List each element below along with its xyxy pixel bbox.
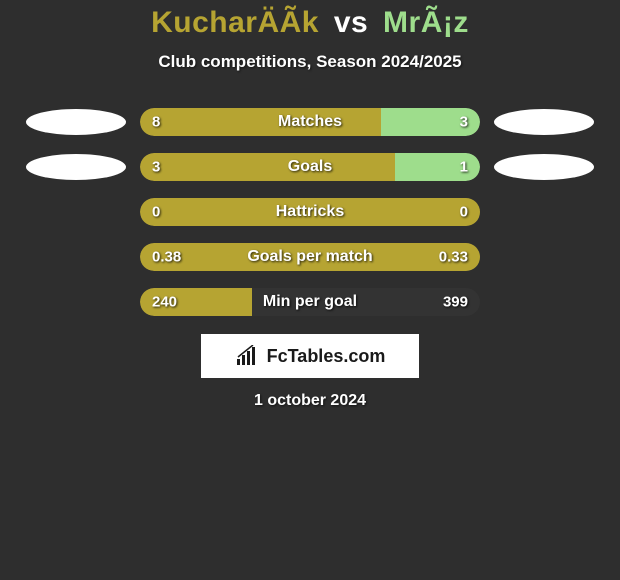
stat-bar-left <box>140 153 395 181</box>
player2-name: MrÃ¡z <box>383 6 469 39</box>
avatar-spacer <box>26 244 126 270</box>
stat-bar-left <box>140 243 480 271</box>
avatar-spacer <box>26 199 126 225</box>
avatar-spacer <box>494 244 594 270</box>
stat-row: Min per goal240399 <box>0 288 620 316</box>
player1-avatar <box>26 154 126 180</box>
page-root: KucharÄÃk vs MrÃ¡z Club competitions, Se… <box>0 0 620 580</box>
avatar-spacer <box>494 199 594 225</box>
brand-text: FcTables.com <box>267 346 386 367</box>
stat-row: Goals per match0.380.33 <box>0 243 620 271</box>
footer: FcTables.com 1 october 2024 <box>201 334 419 410</box>
stat-row: Goals31 <box>0 153 620 181</box>
brand-box[interactable]: FcTables.com <box>201 334 419 378</box>
stat-bar-track: Min per goal240399 <box>140 288 480 316</box>
player1-name: KucharÄÃk <box>151 6 319 39</box>
stat-bar-left <box>140 108 381 136</box>
stat-bar-track: Matches83 <box>140 108 480 136</box>
stat-bar-left <box>140 198 480 226</box>
player1-avatar <box>26 109 126 135</box>
stat-bar-track: Hattricks00 <box>140 198 480 226</box>
stat-bar-right <box>395 153 480 181</box>
title-vs: vs <box>334 6 368 39</box>
subtitle: Club competitions, Season 2024/2025 <box>158 52 461 72</box>
stat-bar-left <box>140 288 252 316</box>
player2-avatar <box>494 109 594 135</box>
stat-bar-track: Goals per match0.380.33 <box>140 243 480 271</box>
avatar-spacer <box>26 289 126 315</box>
footer-date: 1 october 2024 <box>254 392 366 410</box>
player2-avatar <box>494 154 594 180</box>
page-title: KucharÄÃk vs MrÃ¡z <box>151 6 469 40</box>
avatar-spacer <box>494 289 594 315</box>
stat-row: Hattricks00 <box>0 198 620 226</box>
stat-row: Matches83 <box>0 108 620 136</box>
stat-bar-track: Goals31 <box>140 153 480 181</box>
stat-rows: Matches83 Goals31 Hattricks00 Goals per mat… <box>0 108 620 316</box>
chart-icon <box>235 345 261 367</box>
stat-value-right: 399 <box>443 294 468 311</box>
stat-bar-right <box>381 108 480 136</box>
